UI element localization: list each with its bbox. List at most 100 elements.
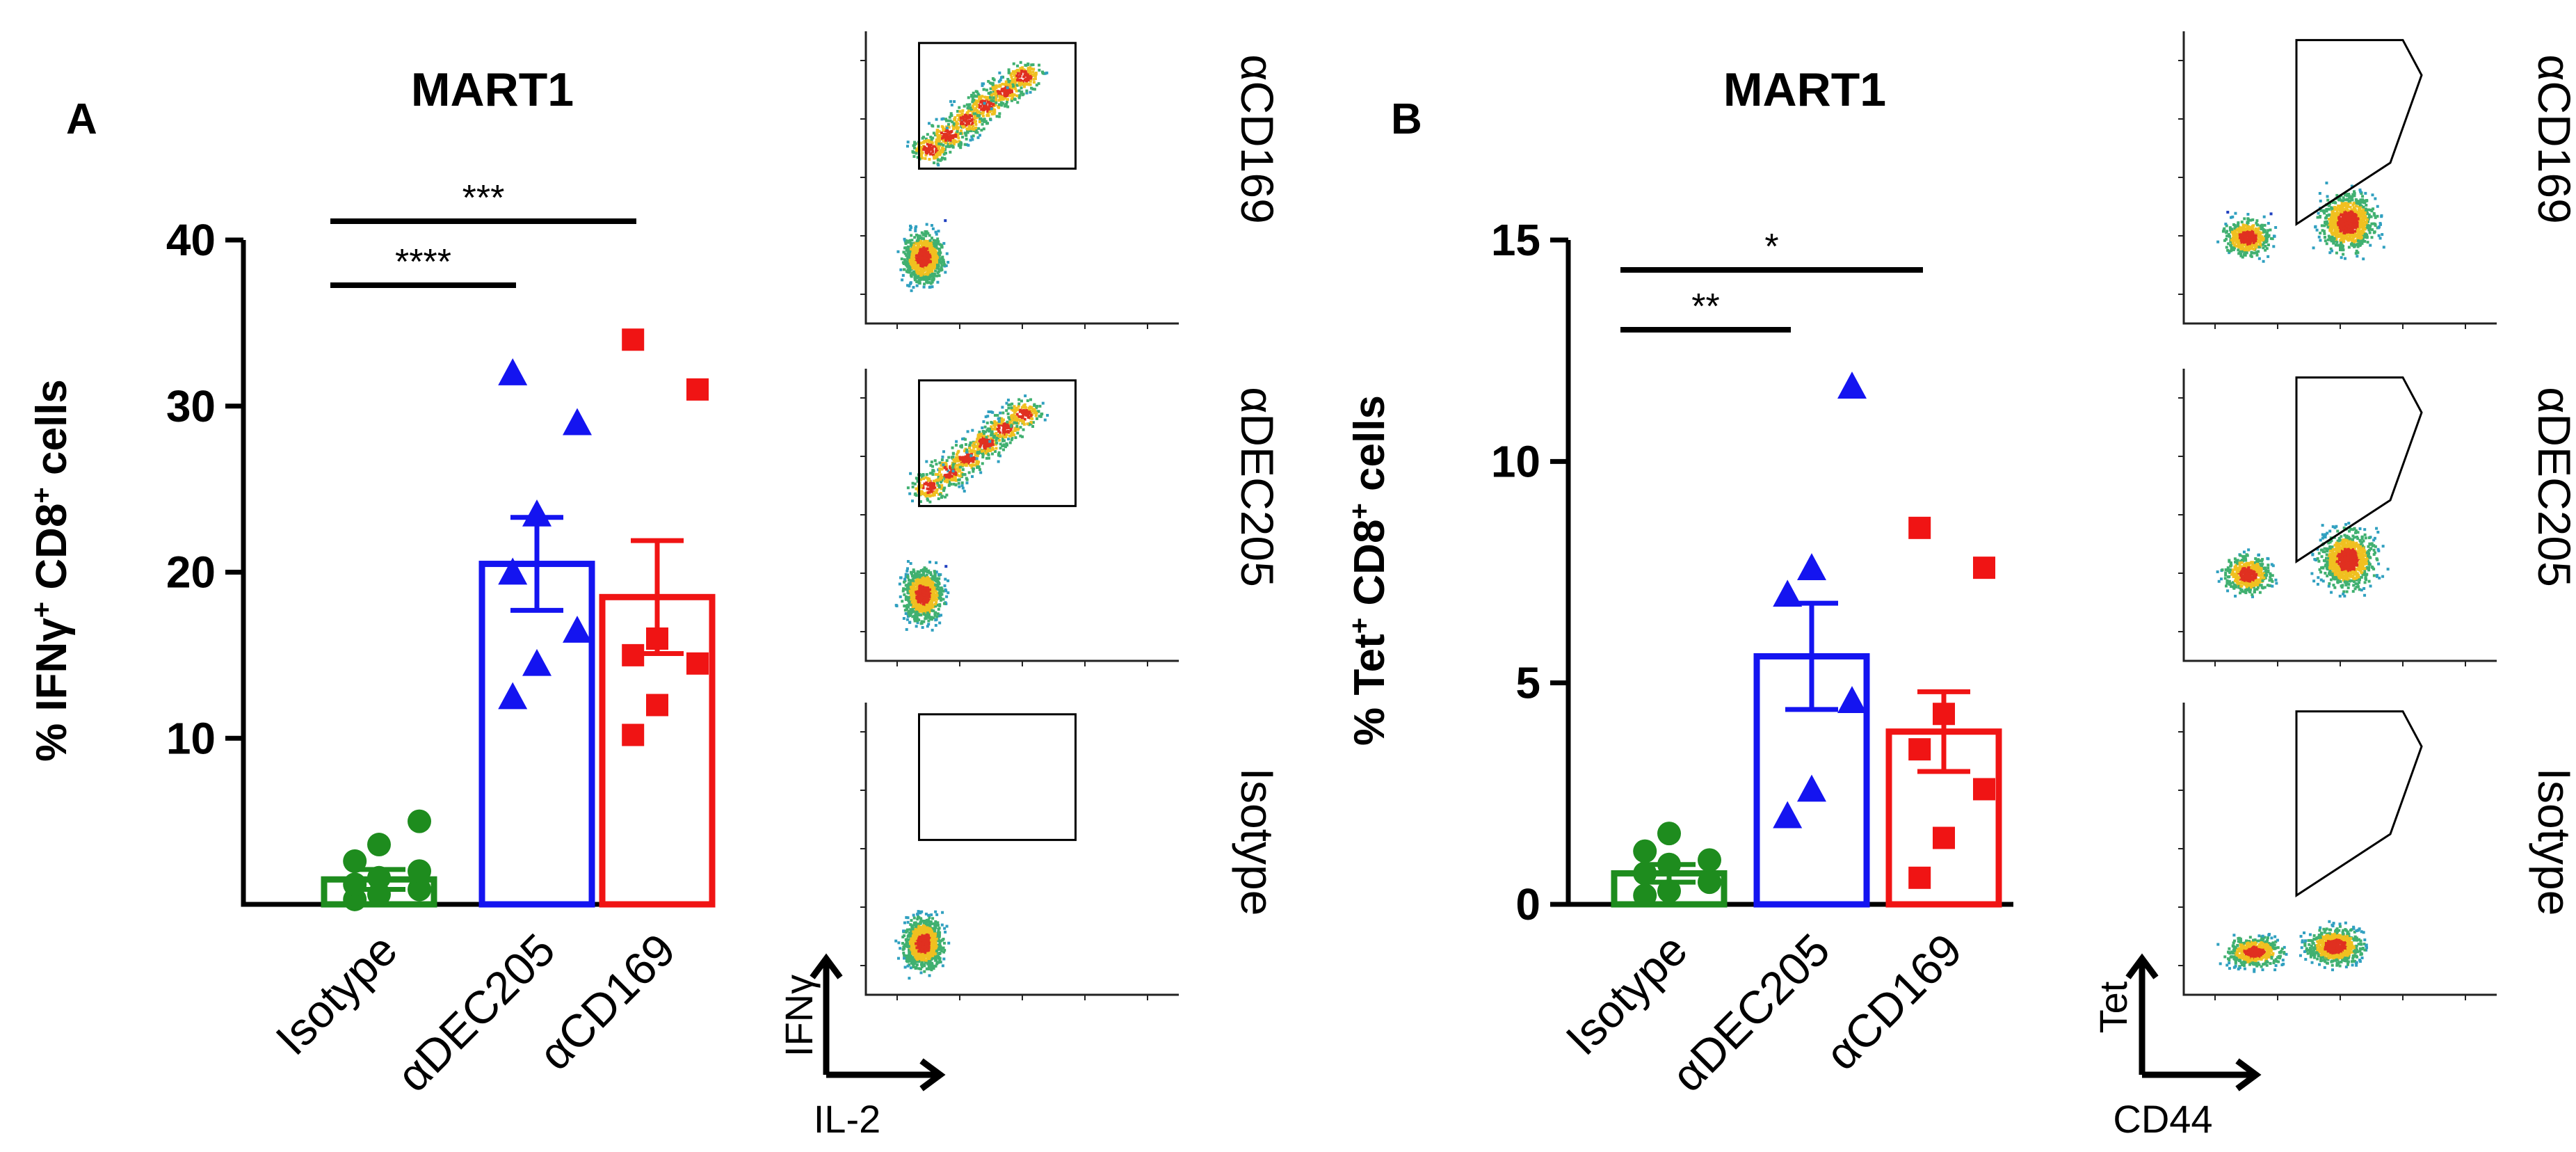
panel-a-ylabel-sup2: + [26,487,57,503]
panel-a-point-dec205 [498,557,528,585]
panel-a-point-dec205 [522,499,552,527]
panel-a-category-cd169: αCD169 [529,924,685,1080]
panel-a-facs-label-isotype: Isotype [1232,768,1283,916]
panel-a-ytick-label: 40 [166,215,216,265]
panel-a-facs-axis-arrows [810,953,946,1091]
panel-a-point-cd169 [622,328,645,351]
panel-a-point-isotype [367,865,391,890]
panel-a-point-dec205 [498,358,528,385]
panel-a-ylabel: % IFNγ+ CD8+ cells [26,379,76,762]
panel-a-category-isotype: Isotype [266,924,407,1065]
panel-a-point-isotype [367,882,391,906]
panel-a-point-dec205 [522,648,552,676]
panel-a-letter: A [66,95,97,143]
panel-b-axes [1565,240,2013,907]
panel-a-facs-x-axis-label: IL-2 [814,1097,881,1141]
panel-b-ytick-label: 10 [1491,436,1540,486]
panel-b-facs-axis-arrows [2125,953,2262,1091]
panel-b-point-cd169 [1908,516,1931,539]
panel-b-category-cd169: αCD169 [1815,924,1972,1080]
panel-a-point-dec205 [563,616,592,643]
panel-a-ylabel-sym: γ [28,618,76,642]
panel-b-category-isotype: Isotype [1556,924,1697,1065]
panel-a-significance-label: *** [462,178,505,218]
panel-b-point-dec205 [1773,579,1803,607]
panel-a-point-isotype [408,809,431,833]
panel-b-facs-y-axis-label: Tet [2091,981,2135,1033]
panel-b-point-dec205 [1773,801,1803,829]
panel-a: A MART1 % IFNγ+ CD8+ cells 10203040Isoty… [26,31,1283,1141]
panel-b-facs-label-isotype: Isotype [2529,768,2576,916]
panel-b-facs-isotype [2178,703,2497,1000]
panel-b-ytick-label: 5 [1515,658,1540,708]
panel-a-facs-isotype [860,703,1179,1000]
panel-a-point-isotype [343,872,367,897]
panel-b-point-cd169 [1973,778,1995,801]
panel-a-facs-y-axis-label: IFNγ [777,975,821,1057]
panel-b-ylabel-sup2: + [1344,503,1375,519]
panel-a-axes [241,240,685,907]
panel-a-point-isotype [367,833,391,857]
panel-b-title: MART1 [1723,63,1886,116]
panel-a-ylabel-end: cells [28,379,76,487]
panel-b-facs-label-dec205: αDEC205 [2529,387,2576,587]
panel-a-point-dec205 [498,682,528,710]
panel-b-point-cd169 [1973,557,1995,579]
panel-a-point-isotype [343,849,367,873]
panel-a-facs-label-dec205: αDEC205 [1232,387,1283,587]
panel-b: B MART1 % Tet+ CD8+ cells 051015Isotypeα… [1344,31,2576,1141]
panel-a-facs-cd169 [860,31,1179,329]
panel-b-ytick-label: 15 [1491,215,1540,265]
panel-b-point-isotype [1633,839,1657,863]
panel-b-point-dec205 [1837,686,1867,713]
panel-b-point-dec205 [1797,774,1826,802]
panel-a-point-cd169 [646,627,668,650]
panel-a-ylabel-sup1: + [26,602,57,618]
panel-a-facs-plots [860,31,1179,1000]
panel-b-ylabel-end: cells [1346,395,1394,503]
panel-b-significance-label: ** [1691,287,1719,327]
panel-b-point-isotype [1657,852,1681,877]
panel-a-title: MART1 [411,63,574,116]
panel-b-category-dec205: αDEC205 [1661,924,1840,1102]
panel-b-facs-label-cd169: αCD169 [2529,54,2576,224]
panel-b-point-cd169 [1908,738,1931,761]
panel-a-ytick-label: 30 [166,381,216,431]
panel-a-bar-dec205 [478,561,595,908]
panel-a-category-dec205: αDEC205 [387,924,565,1102]
panel-a-facs-label-cd169: αCD169 [1232,54,1283,224]
panel-b-point-cd169 [1933,703,1955,726]
panel-b-point-cd169 [1908,866,1931,889]
panel-a-point-cd169 [622,643,645,666]
panel-b-facs-x-axis-label: CD44 [2113,1097,2212,1141]
panel-b-facs-cd169 [2178,31,2497,329]
panel-b-point-dec205 [1837,371,1867,399]
panel-b-ylabel: % Tet+ CD8+ cells [1344,395,1394,746]
panel-b-point-isotype [1633,883,1657,908]
panel-b-facs-plots [2178,31,2497,1000]
panel-a-ylabel-main: % IFN [28,642,76,762]
panel-a-point-cd169 [686,652,709,675]
panel-a-ytick-label: 20 [166,547,216,598]
panel-b-point-isotype [1698,848,1721,872]
panel-b-letter: B [1391,95,1422,143]
panel-a-ytick-label: 10 [166,713,216,763]
panel-a-ylabel-mid: CD8 [28,504,76,602]
panel-a-point-isotype [408,859,431,883]
panel-b-significance-label: * [1764,227,1778,267]
panel-b-ylabel-sup1: + [1344,618,1375,634]
panel-b-ytick-label: 0 [1515,879,1540,929]
panel-b-ylabel-main: % Tet [1346,634,1394,746]
panel-b-point-cd169 [1933,826,1955,849]
panel-a-point-dec205 [563,408,592,435]
panel-a-point-cd169 [622,723,645,746]
panel-b-ylabel-mid: CD8 [1346,520,1394,618]
panel-a-point-cd169 [646,694,668,717]
panel-b-point-dec205 [1797,553,1826,580]
panel-a-facs-dec205 [860,369,1179,666]
panel-b-point-isotype [1657,822,1681,846]
panel-a-point-isotype [408,877,431,902]
